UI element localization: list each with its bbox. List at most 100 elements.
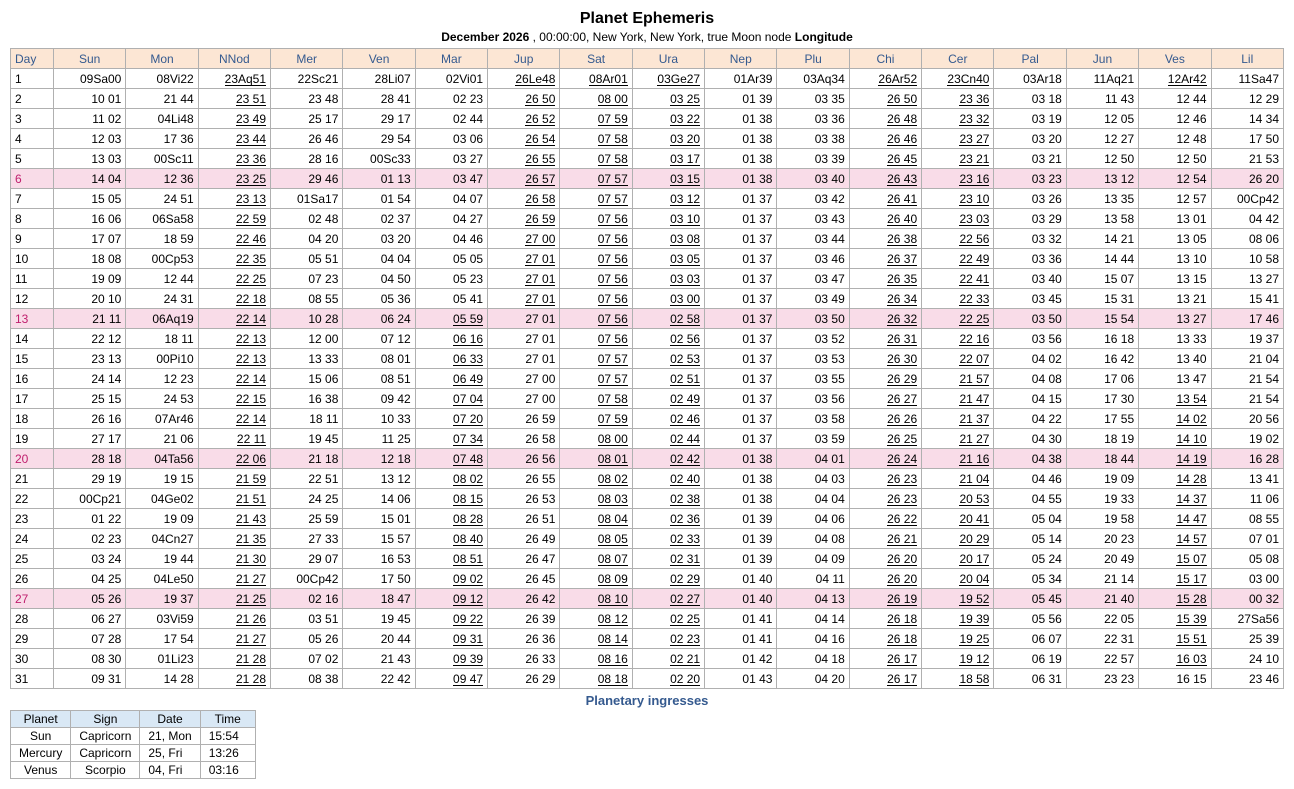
ephem-cell: 05 26 xyxy=(271,629,343,649)
ephem-cell: 11 06 xyxy=(1211,489,1284,509)
ephem-cell: 25 15 xyxy=(54,389,126,409)
ephem-cell: 02 29 xyxy=(632,569,704,589)
ephem-cell: 20 10 xyxy=(54,289,126,309)
ephem-row: 412 0317 3623 4426 4629 5403 0626 5407 5… xyxy=(11,129,1284,149)
ephem-cell: 23 03 xyxy=(922,209,994,229)
ephem-cell: 01 40 xyxy=(705,589,777,609)
ephem-cell: 21 28 xyxy=(198,649,270,669)
ephem-cell: 15 01 xyxy=(343,509,415,529)
ingress-cell-date: 21, Mon xyxy=(140,728,200,745)
ephem-cell: 23 21 xyxy=(922,149,994,169)
ephem-cell: 04 04 xyxy=(343,249,415,269)
ephem-day-cell: 29 xyxy=(11,629,54,649)
ephem-cell: 26 45 xyxy=(849,149,921,169)
ephem-cell: 03 39 xyxy=(777,149,849,169)
ingress-cell-time: 15:54 xyxy=(200,728,255,745)
ephem-cell: 02 51 xyxy=(632,369,704,389)
ephem-cell: 26 23 xyxy=(849,489,921,509)
ephem-cell: 07 57 xyxy=(560,369,632,389)
ingress-cell-time: 13:26 xyxy=(200,745,255,762)
ephem-cell: 15 39 xyxy=(1139,609,1211,629)
ephem-cell: 02 37 xyxy=(343,209,415,229)
ingress-cell-time: 03:16 xyxy=(200,762,255,779)
ephem-cell: 23 27 xyxy=(922,129,994,149)
ephem-cell: 19 45 xyxy=(271,429,343,449)
ephem-cell: 08 28 xyxy=(415,509,487,529)
ephem-cell: 15 05 xyxy=(54,189,126,209)
ephem-row: 614 0412 3623 2529 4601 1303 4726 5707 5… xyxy=(11,169,1284,189)
ephem-cell: 07 04 xyxy=(415,389,487,409)
ephem-col-header: Ven xyxy=(343,49,415,69)
ephem-cell: 22 25 xyxy=(922,309,994,329)
ephem-cell: 14 34 xyxy=(1211,109,1284,129)
ephem-cell: 02 44 xyxy=(415,109,487,129)
ephem-cell: 13 12 xyxy=(343,469,415,489)
ephem-cell: 07 34 xyxy=(415,429,487,449)
ephem-cell: 03 50 xyxy=(994,309,1066,329)
ephem-cell: 05 24 xyxy=(994,549,1066,569)
ephem-cell: 03 20 xyxy=(994,129,1066,149)
ephem-cell: 26 36 xyxy=(488,629,560,649)
ephem-cell: 03 10 xyxy=(632,209,704,229)
ephem-cell: 12 36 xyxy=(126,169,198,189)
ephem-cell: 13 12 xyxy=(1066,169,1138,189)
ephem-cell: 00Cp21 xyxy=(54,489,126,509)
ephem-cell: 15 07 xyxy=(1139,549,1211,569)
ephem-cell: 08Vi22 xyxy=(126,69,198,89)
ephem-cell: 03 35 xyxy=(777,89,849,109)
ephem-cell: 13 27 xyxy=(1139,309,1211,329)
ephem-row: 1422 1218 1122 1312 0007 1206 1627 0107 … xyxy=(11,329,1284,349)
ephem-cell: 22 05 xyxy=(1066,609,1138,629)
ephem-cell: 22 51 xyxy=(271,469,343,489)
ingress-col-header: Sign xyxy=(71,711,140,728)
ingress-cell-planet: Venus xyxy=(11,762,71,779)
ephem-col-header: Lil xyxy=(1211,49,1284,69)
ephem-cell: 01 37 xyxy=(705,429,777,449)
ephem-cell: 01 37 xyxy=(705,249,777,269)
ephem-cell: 21 54 xyxy=(1211,369,1284,389)
ephem-cell: 04 46 xyxy=(415,229,487,249)
ephem-cell: 19 12 xyxy=(922,649,994,669)
ephem-cell: 04 20 xyxy=(777,669,849,689)
ephem-cell: 07 56 xyxy=(560,229,632,249)
ephem-cell: 03 50 xyxy=(777,309,849,329)
ephem-col-header: Mer xyxy=(271,49,343,69)
ephem-cell: 05 56 xyxy=(994,609,1066,629)
ephem-cell: 24 53 xyxy=(126,389,198,409)
ephem-row: 2503 2419 4421 3029 0716 5308 5126 4708 … xyxy=(11,549,1284,569)
ephem-cell: 03 56 xyxy=(777,389,849,409)
ephem-cell: 21 43 xyxy=(343,649,415,669)
ephem-day-cell: 6 xyxy=(11,169,54,189)
ephem-cell: 26 43 xyxy=(849,169,921,189)
ephem-cell: 21 28 xyxy=(198,669,270,689)
ephem-cell: 07 56 xyxy=(560,329,632,349)
ephem-cell: 03 18 xyxy=(994,89,1066,109)
ephem-day-cell: 25 xyxy=(11,549,54,569)
ephem-cell: 03 27 xyxy=(415,149,487,169)
ephem-cell: 16 18 xyxy=(1066,329,1138,349)
ephem-row: 2604 2504Le5021 2700Cp4217 5009 0226 450… xyxy=(11,569,1284,589)
ephem-row: 715 0524 5123 1301Sa1701 5404 0726 5807 … xyxy=(11,189,1284,209)
ephem-cell: 07 59 xyxy=(560,409,632,429)
ephem-cell: 26 50 xyxy=(488,89,560,109)
ephem-cell: 21 30 xyxy=(198,549,270,569)
ephem-cell: 03 00 xyxy=(632,289,704,309)
ephem-cell: 14 02 xyxy=(1139,409,1211,429)
ephem-cell: 19 33 xyxy=(1066,489,1138,509)
ephem-cell: 20 23 xyxy=(1066,529,1138,549)
ephem-cell: 03 55 xyxy=(777,369,849,389)
ephem-cell: 26 24 xyxy=(849,449,921,469)
ephem-cell: 19 02 xyxy=(1211,429,1284,449)
ephem-cell: 08 00 xyxy=(560,89,632,109)
ephem-cell: 03 53 xyxy=(777,349,849,369)
ephem-cell: 07 48 xyxy=(415,449,487,469)
ephem-cell: 15 07 xyxy=(1066,269,1138,289)
ephem-cell: 26 26 xyxy=(849,409,921,429)
ephem-cell: 19 58 xyxy=(1066,509,1138,529)
ephem-cell: 04 50 xyxy=(343,269,415,289)
ephem-cell: 02 23 xyxy=(632,629,704,649)
ephem-cell: 21 53 xyxy=(1211,149,1284,169)
ephem-cell: 08 07 xyxy=(560,549,632,569)
ephem-cell: 26 31 xyxy=(849,329,921,349)
ephem-cell: 22 16 xyxy=(922,329,994,349)
